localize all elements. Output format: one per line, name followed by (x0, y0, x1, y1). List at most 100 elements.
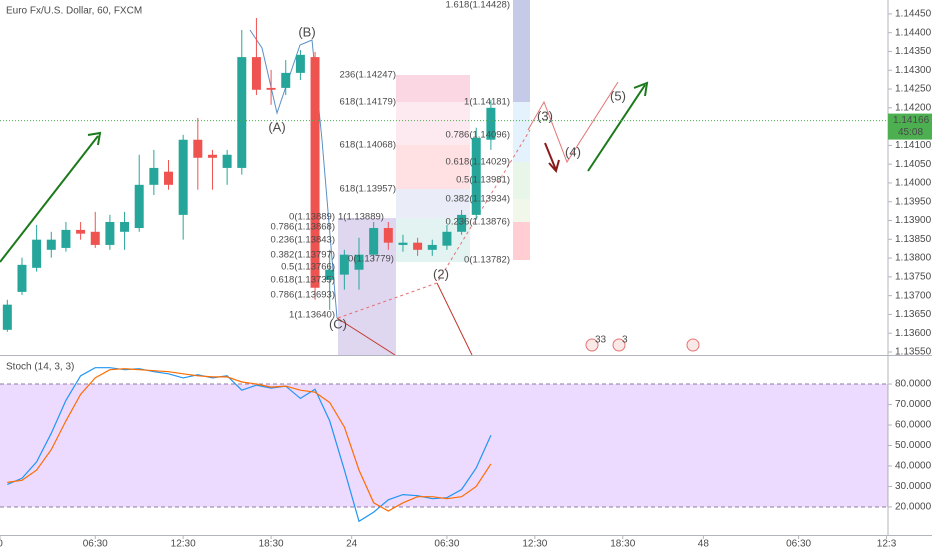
wave-label: (A) (268, 119, 285, 134)
candle-body (325, 269, 335, 280)
wave-line (436, 282, 473, 356)
fib-zone (513, 162, 530, 199)
wave-label: (2) (433, 266, 449, 281)
fib-label: 0.382(1.13797) (271, 250, 335, 261)
last-price-box (888, 113, 932, 140)
fib-zone (513, 199, 530, 222)
candle-body (178, 139, 188, 215)
x-tick-label: 18:30 (610, 539, 635, 550)
x-tick-label: 06:30 (434, 539, 459, 550)
event-label: 33 (595, 335, 607, 346)
indicator-title: Stoch (14, 3, 3) (6, 362, 74, 373)
event-icon (585, 338, 599, 352)
candle-body (134, 184, 144, 229)
x-tick-label: 48 (698, 539, 710, 550)
y-tick-label: 1.13750 (895, 272, 932, 283)
x-tick-label: 18:30 (259, 539, 284, 550)
wave-label: (5) (610, 88, 626, 103)
fib-zone (396, 189, 470, 218)
candle-body (427, 244, 437, 250)
candle-body (207, 154, 217, 158)
fib-zone (396, 145, 470, 189)
stoch-band (0, 384, 888, 507)
y-tick-label: 1.13700 (895, 290, 932, 301)
y-tick-label: 20.0000 (895, 502, 932, 513)
countdown: 45:08 (898, 127, 923, 138)
y-tick-label: 1.14200 (895, 102, 932, 113)
wave-line (336, 317, 396, 356)
y-tick-label: 1.13550 (895, 347, 932, 358)
candle-body (90, 231, 100, 245)
y-tick-label: 1.13800 (895, 253, 932, 264)
x-tick-label: 06:30 (83, 539, 108, 550)
fib-label: 0.786(1.13693) (271, 290, 335, 301)
wave-line (337, 129, 531, 319)
candle-body (76, 229, 86, 234)
wave-label: (3) (537, 108, 553, 123)
candle-body (413, 242, 423, 250)
fib-zone (513, 222, 530, 260)
candle-body (486, 107, 496, 140)
y-tick-label: 1.13950 (895, 196, 932, 207)
arrow-head (548, 159, 560, 174)
fib-label: 0.618(1.14029) (446, 157, 510, 168)
arrow (544, 142, 557, 171)
y-tick-label: 1.13900 (895, 215, 932, 226)
fib-zone (513, 0, 530, 102)
x-tick-label: 06:30 (786, 539, 811, 550)
fib-label: 0(1.13782) (464, 255, 510, 266)
stoch-line (7, 368, 492, 512)
wave-label: (4) (565, 144, 581, 159)
candle-body (105, 222, 115, 245)
y-tick-label: 1.14000 (895, 178, 932, 189)
x-tick-label: 0 (0, 539, 3, 550)
y-tick-label: 1.14350 (895, 46, 932, 57)
arrow-head (87, 131, 102, 146)
y-tick-label: 60.0000 (895, 420, 932, 431)
event-icon (612, 338, 626, 352)
event-label: 3 (622, 335, 628, 346)
fib-label: 0.618(1.13735) (271, 275, 335, 286)
y-tick-label: 1.14250 (895, 84, 932, 95)
candle-body (149, 167, 159, 185)
y-tick-label: 1.13650 (895, 309, 932, 320)
fib-label: 1(1.14181) (464, 97, 510, 108)
candle-body (281, 72, 291, 88)
y-tick-label: 50.0000 (895, 440, 932, 451)
candle-body (32, 239, 42, 268)
fib-label: 1.618(1.14428) (446, 0, 510, 11)
candle-body (266, 87, 276, 90)
candle-body (471, 137, 481, 215)
arrow (587, 84, 646, 172)
x-tick-label: 12:30 (171, 539, 196, 550)
fib-label: 0.5(1.13766) (281, 262, 335, 273)
last-price-label: 1.14166 (893, 115, 930, 126)
fib-label: 0.236(1.13876) (446, 217, 510, 228)
candle-body (398, 242, 408, 245)
candle-body (17, 264, 27, 292)
y-tick-label: 1.14300 (895, 65, 932, 76)
candle-body (164, 171, 174, 185)
x-tick-label: 24 (346, 539, 358, 550)
candle-body (46, 239, 56, 250)
candle-body (442, 231, 452, 246)
candles (2, 18, 496, 332)
wave-label: (C) (329, 316, 347, 331)
y-tick-label: 70.0000 (895, 399, 932, 410)
fib-zone (396, 75, 470, 102)
x-tick-label: 12:3 (877, 539, 897, 550)
y-tick-label: 1.14100 (895, 140, 932, 151)
wave-line (249, 29, 338, 319)
candle-body (120, 222, 130, 232)
candle-body (237, 57, 247, 168)
fib-label: 618(1.13957) (339, 184, 396, 195)
candle-body (457, 214, 467, 232)
candle-body (295, 54, 305, 73)
event-icon (686, 338, 700, 352)
fib-label: 0.5(1.13981) (456, 175, 510, 186)
fib-label: 618(1.14068) (339, 140, 396, 151)
fib-label: 236(1.14247) (339, 70, 396, 81)
fib-label: 0.786(1.14096) (446, 130, 510, 141)
fib-label: 618(1.14179) (339, 97, 396, 108)
